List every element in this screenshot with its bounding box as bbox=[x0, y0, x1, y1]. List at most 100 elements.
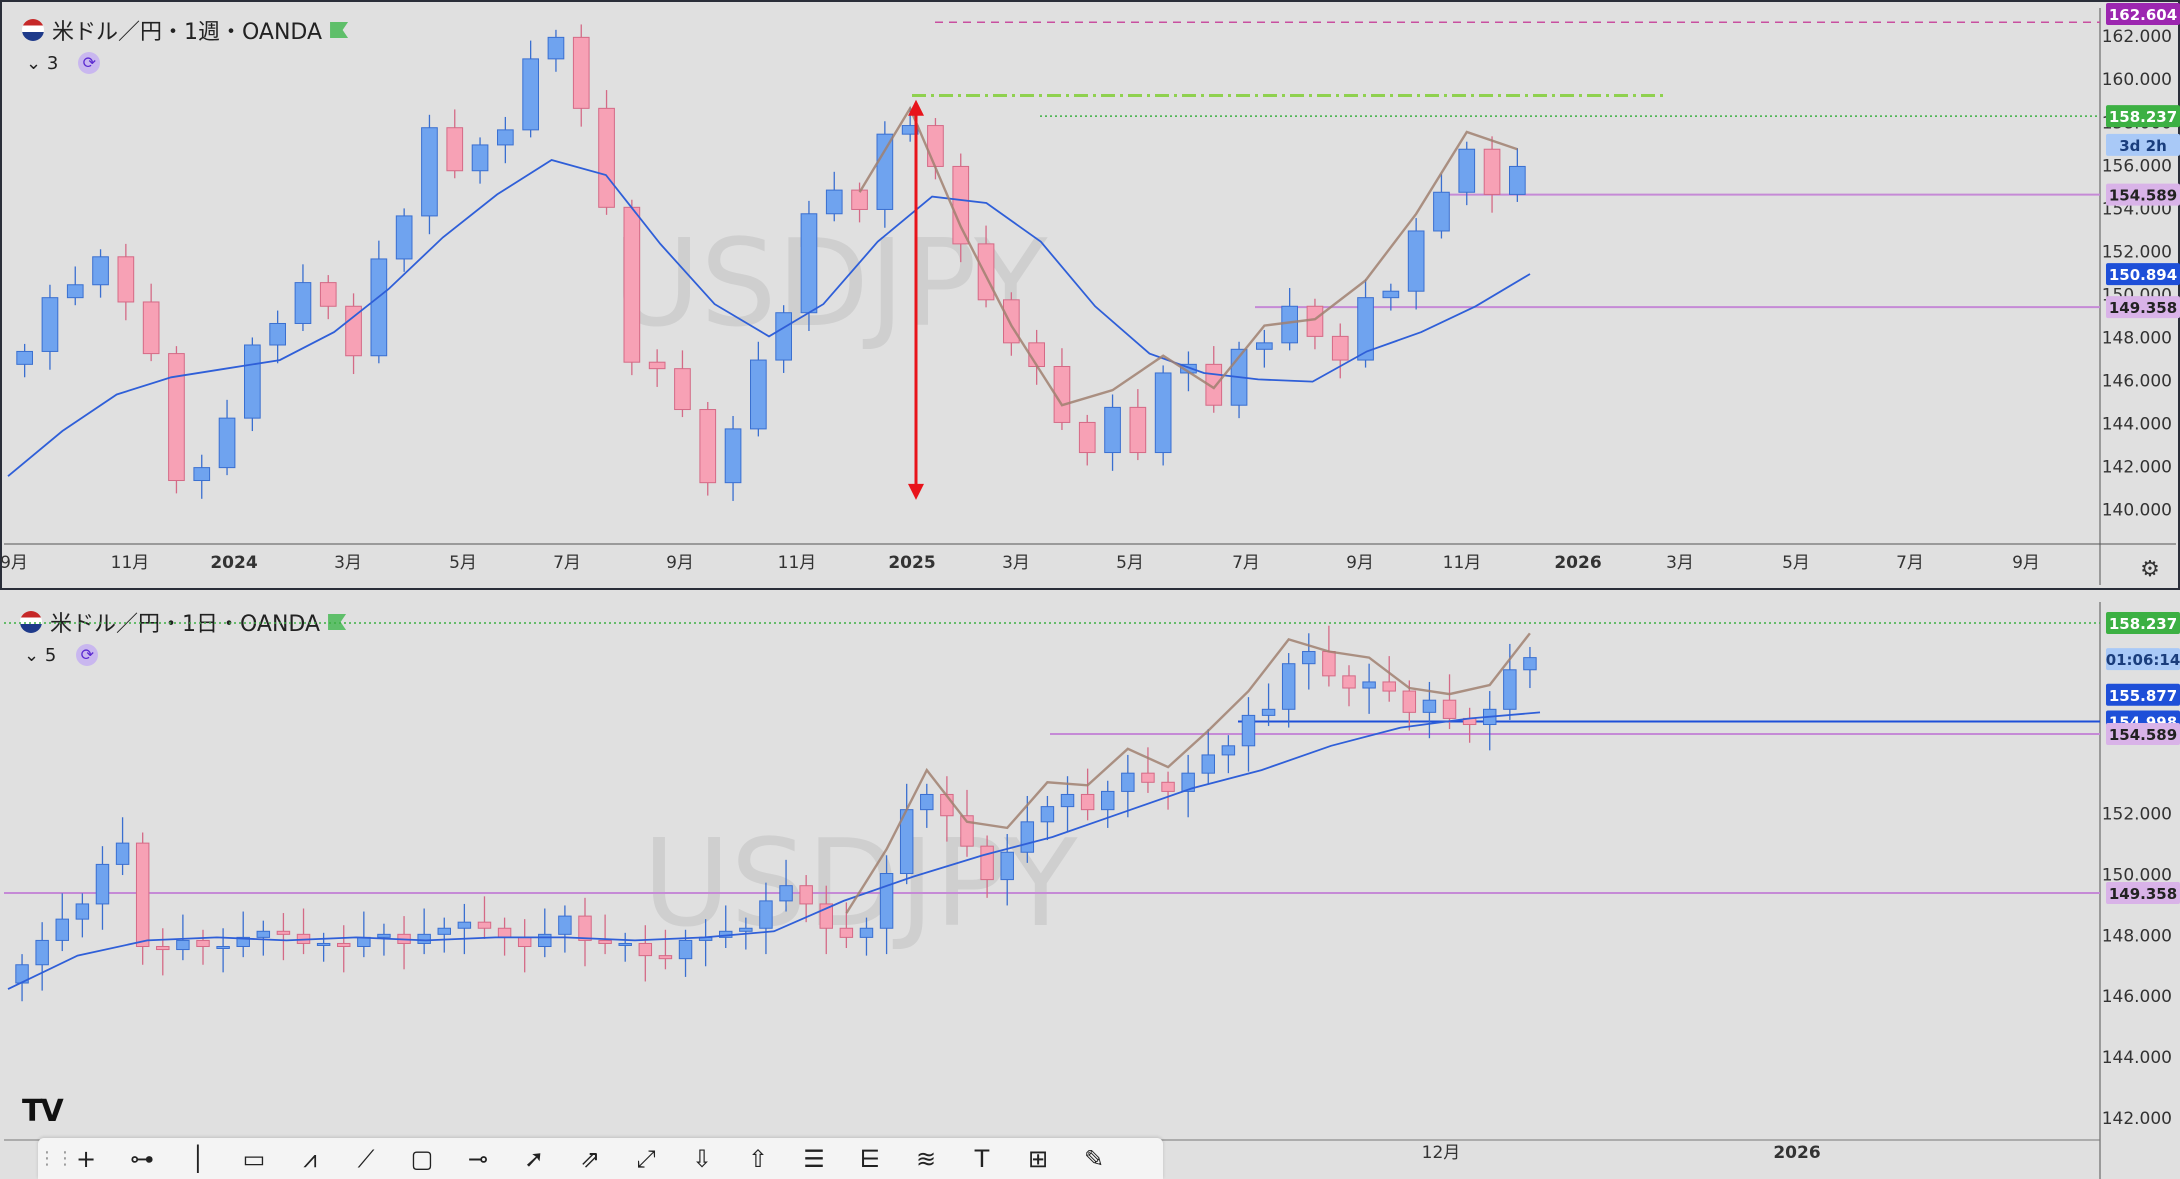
weekly-candle-body bbox=[901, 125, 919, 135]
weekly-candle-body bbox=[41, 297, 59, 352]
daily-candle-body bbox=[859, 927, 874, 938]
daily-candle-body bbox=[497, 927, 512, 938]
tradingview-logo: TV bbox=[22, 1094, 64, 1129]
daily-candle-body bbox=[799, 885, 813, 905]
daily-candle-body bbox=[1422, 699, 1437, 713]
market-open-flag-icon bbox=[330, 22, 349, 38]
arrow-down-icon[interactable]: ⇩ bbox=[691, 1144, 713, 1173]
weekly-chart-panel[interactable]: 米ドル／円・1週・OANDA ⌄ 3 ⟳ bbox=[0, 0, 2180, 590]
weekly-candle-body bbox=[1458, 148, 1476, 193]
daily-price-badge-label: 154.589 bbox=[2109, 726, 2177, 744]
usd-jpy-flag-icon bbox=[22, 19, 44, 41]
daily-candle-body bbox=[1241, 714, 1256, 747]
weekly-candle-body bbox=[244, 344, 261, 419]
daily-candle-body bbox=[1141, 772, 1155, 783]
daily-price-badge: 154.589 bbox=[2106, 722, 2180, 745]
daily-price-badge-label: 01:06:14 bbox=[2106, 651, 2180, 669]
pitchfork-icon[interactable]: ⋿ bbox=[859, 1144, 881, 1173]
daily-candle-body bbox=[1161, 781, 1175, 792]
daily-candle-body bbox=[276, 930, 291, 935]
daily-candle-body bbox=[1060, 793, 1075, 808]
weekly-price-badge: 162.604 bbox=[2106, 3, 2180, 25]
parallel-channel-icon[interactable]: ≋ bbox=[915, 1144, 937, 1173]
weekly-x-tick: 5月 bbox=[449, 553, 477, 573]
rectangle-icon[interactable]: ▢ bbox=[410, 1144, 434, 1173]
weekly-candle-body bbox=[1407, 230, 1425, 292]
arrow-up-icon[interactable]: ⇧ bbox=[747, 1144, 769, 1173]
arrow-line-icon[interactable]: ➚ bbox=[523, 1144, 545, 1173]
weekly-x-tick: 2024 bbox=[210, 553, 257, 573]
weekly-x-tick: 7月 bbox=[553, 553, 581, 573]
weekly-candle-body bbox=[598, 107, 615, 208]
weekly-candle-body bbox=[370, 258, 388, 357]
daily-candle-body bbox=[156, 946, 170, 951]
horizontal-ray-icon[interactable]: ⊸ bbox=[467, 1144, 489, 1173]
fib-retracement-icon[interactable]: ☰ bbox=[803, 1144, 825, 1173]
chevron-down-icon[interactable]: ⌄ bbox=[24, 644, 40, 666]
trend-line-icon[interactable]: ⟋ bbox=[357, 1144, 375, 1173]
daily-chart-panel[interactable]: 米ドル／円・1日・OANDA ⌄ 5 ⟳ bbox=[0, 594, 2180, 1179]
dot-line-icon[interactable]: ⊶ bbox=[130, 1144, 154, 1173]
weekly-indicators-toggle[interactable]: ⌄ 3 ⟳ bbox=[26, 52, 101, 74]
daily-candle-body bbox=[135, 842, 150, 948]
weekly-x-tick: 3月 bbox=[1666, 553, 1694, 573]
weekly-candle-body bbox=[66, 284, 84, 299]
weekly-chart-title[interactable]: 米ドル／円・1週・OANDA bbox=[52, 20, 323, 45]
weekly-price-badge-bg bbox=[2106, 3, 2180, 25]
weekly-candle-body bbox=[724, 428, 742, 484]
extended-line-icon[interactable]: ⤢ bbox=[636, 1144, 656, 1173]
chevron-down-icon[interactable]: ⌄ bbox=[26, 52, 42, 74]
daily-indicators-toggle[interactable]: ⌄ 5 ⟳ bbox=[24, 644, 99, 666]
weekly-price-badge: 158.237 bbox=[2106, 105, 2180, 128]
daily-candle-body bbox=[437, 927, 451, 935]
weekly-y-tick: 144.000 bbox=[2102, 414, 2172, 434]
weekly-price-badge-label: 162.604 bbox=[2109, 6, 2177, 24]
price-range-icon[interactable]: ⊞ bbox=[1027, 1144, 1049, 1173]
settings-gear-icon[interactable]: ⚙ bbox=[2140, 557, 2160, 582]
daily-candle-body bbox=[739, 927, 753, 932]
weekly-candle-body bbox=[699, 409, 717, 484]
daily-candle-body bbox=[517, 936, 532, 948]
weekly-price-badge-label: 3d 2h bbox=[2119, 137, 2167, 155]
sync-icon[interactable]: ⟳ bbox=[78, 52, 101, 74]
weekly-x-tick: 2025 bbox=[888, 553, 935, 573]
vertical-line-icon[interactable]: │ bbox=[190, 1144, 206, 1173]
weekly-candle-body bbox=[648, 361, 666, 370]
daily-candle-body bbox=[678, 939, 693, 960]
daily-x-tick: 2026 bbox=[1773, 1143, 1820, 1163]
weekly-y-tick: 142.000 bbox=[2102, 457, 2172, 477]
crosshair-icon[interactable]: + bbox=[75, 1144, 97, 1173]
weekly-zigzag-drawing bbox=[858, 105, 1518, 407]
weekly-x-tick: 11月 bbox=[111, 553, 150, 573]
weekly-x-tick: 9月 bbox=[1346, 553, 1374, 573]
daily-candle-body bbox=[1181, 772, 1195, 792]
weekly-y-tick: 156.000 bbox=[2102, 156, 2172, 176]
callout-icon[interactable]: ▭ bbox=[242, 1144, 266, 1173]
anchored-text-icon[interactable]: T bbox=[974, 1144, 990, 1173]
daily-chart-title[interactable]: 米ドル／円・1日・OANDA bbox=[50, 612, 321, 637]
daily-price-badge-label: 149.358 bbox=[2109, 885, 2177, 903]
weekly-watermark: USDJPY bbox=[613, 215, 1049, 354]
weekly-candle-body bbox=[421, 127, 438, 217]
daily-candle-body bbox=[1000, 851, 1014, 881]
weekly-price-badge-label: 150.894 bbox=[2109, 266, 2177, 284]
weekly-y-tick: 140.000 bbox=[2102, 500, 2172, 520]
arrow-marker-icon[interactable]: ⇗ bbox=[579, 1144, 601, 1173]
daily-price-badge: 149.358 bbox=[2106, 882, 2180, 905]
weekly-price-badge-bg bbox=[2106, 296, 2180, 319]
path-icon[interactable]: ⩘ bbox=[303, 1144, 317, 1173]
weekly-price-badge-bg bbox=[2106, 263, 2180, 286]
weekly-x-tick: 7月 bbox=[1896, 553, 1924, 573]
sync-icon[interactable]: ⟳ bbox=[76, 644, 99, 666]
weekly-candle-body bbox=[16, 350, 33, 365]
weekly-x-tick: 9月 bbox=[666, 553, 694, 573]
daily-price-badge-bg bbox=[2106, 882, 2180, 905]
weekly-moving-average-line bbox=[7, 159, 1531, 477]
weekly-candle-body bbox=[876, 133, 894, 210]
brush-icon[interactable]: ✎ bbox=[1083, 1144, 1105, 1173]
daily-candle-body bbox=[1322, 651, 1336, 677]
weekly-candle-body bbox=[825, 189, 843, 215]
drag-handle-icon[interactable]: ⋮⋮ bbox=[38, 1148, 74, 1169]
daily-candle-body bbox=[558, 915, 572, 935]
